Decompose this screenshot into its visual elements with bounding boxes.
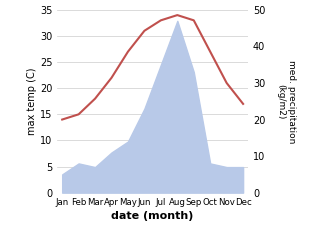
Y-axis label: max temp (C): max temp (C)	[27, 67, 37, 135]
X-axis label: date (month): date (month)	[111, 211, 194, 221]
Y-axis label: med. precipitation
(kg/m2): med. precipitation (kg/m2)	[276, 60, 296, 143]
